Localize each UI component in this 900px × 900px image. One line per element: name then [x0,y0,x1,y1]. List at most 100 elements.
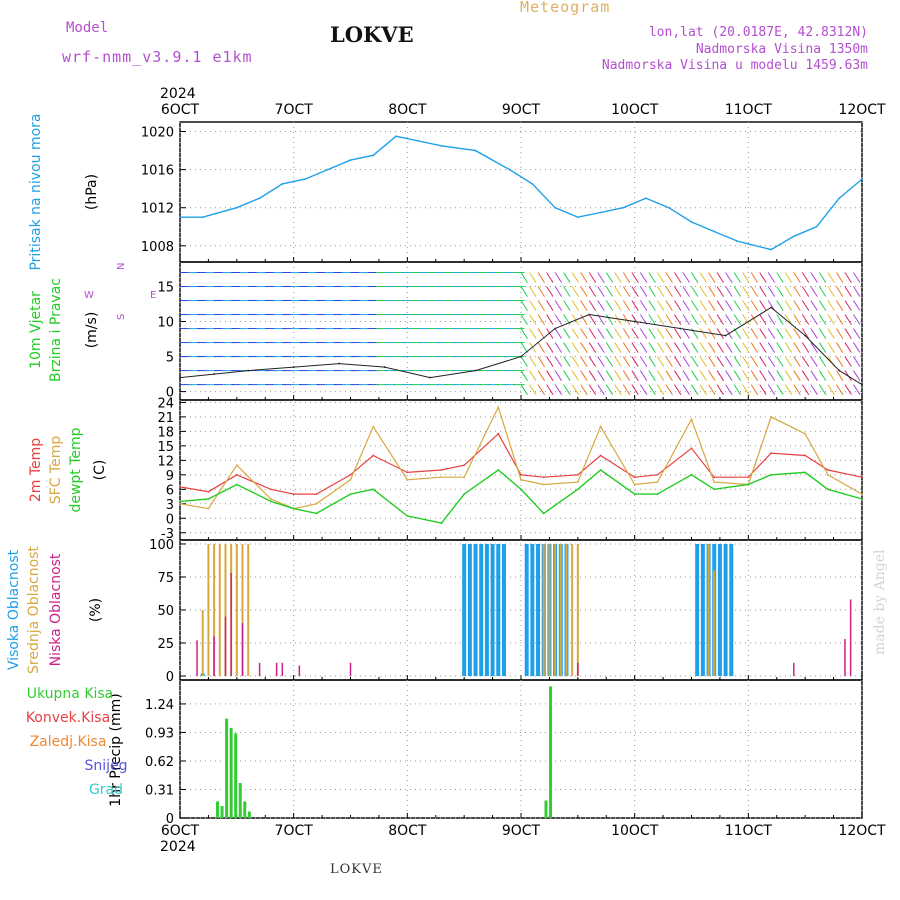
wind-barb [554,356,563,367]
y-tick-label: 0.93 [145,726,174,741]
wind-barb [563,356,571,367]
y-tick-label: 6 [166,483,174,498]
wind-barb [665,300,673,311]
wind-barb [853,300,861,311]
data-point [861,476,863,479]
wind-barb [836,342,844,353]
data-point [440,476,443,479]
wind-barb [614,314,622,325]
x-tick-label: 12OCT [838,823,886,839]
wind-barb [759,286,767,297]
wind-barb [742,286,750,297]
wind-barb [784,314,793,325]
x-year-bottom: 2024 [160,839,196,855]
wind-barb [529,356,537,367]
bar [247,811,251,818]
wind-barb [725,314,733,325]
bar [213,543,216,677]
data-point [235,483,238,486]
wind-barb [844,272,852,283]
bar [467,543,472,677]
wind-barb [682,356,690,367]
wind-barb [571,384,580,395]
bar [571,543,574,677]
bar [298,665,301,677]
wind-barb [588,300,597,311]
bar [496,543,501,677]
x-tick-label-top: 8OCT [388,102,427,118]
wind-barb [665,272,673,283]
wind-barb [529,314,537,325]
data-point [861,498,863,500]
y-tick-label: 1008 [141,240,174,255]
y-title-precip: 1hr Precip (mm) [108,693,124,806]
bar [213,636,215,677]
bar [554,543,557,677]
data-point [417,140,420,142]
wind-barb [580,342,588,353]
y-tick-label: 1020 [141,126,174,141]
wind-barb [631,272,639,283]
wind-barb [648,300,656,311]
wind-barb [708,300,716,311]
data-point [497,432,500,435]
wind-barb [580,272,588,283]
bar [793,662,795,677]
compass-w: W [84,290,94,301]
data-point [770,306,772,309]
data-point [247,369,250,372]
wind-barb [784,384,793,395]
wind-barb [546,328,554,339]
y-title-dewpt: dewpt Temp [68,427,84,512]
bar [229,727,233,818]
wind-barb [716,300,724,311]
data-point [633,483,636,486]
data-point [304,178,306,181]
wind-barb [801,342,810,353]
wind-barb [708,384,716,395]
wind-barb [733,370,742,381]
wind-barb [708,370,716,381]
y-tick-label: 1012 [141,202,174,217]
wind-barb [656,384,665,395]
wind-barb [682,328,690,339]
wind-barb [674,286,682,297]
data-point [207,490,210,493]
wind-barb [853,328,861,339]
y-tick-label: 1016 [141,164,174,179]
data-point [713,488,716,491]
wind-barb [801,300,810,311]
wind-barb [699,272,707,283]
wind-barb [708,272,716,283]
data-point [599,454,602,457]
model-label: Model [66,20,109,36]
wind-barb [674,356,682,367]
wind-barb [537,356,545,367]
wind-barb [784,286,793,297]
wind-barb [580,356,588,367]
wind-barb [571,356,580,367]
wind-barb [682,384,690,395]
wind-barb [699,328,707,339]
wind-barb [580,328,588,339]
wind-barb [784,342,793,353]
wind-barb [639,342,648,353]
bar [490,543,495,677]
wind-barb [818,384,827,395]
wind-barb [597,300,605,311]
wind-barb [674,328,682,339]
wind-barb [597,328,605,339]
data-point [713,230,716,233]
bar [577,662,579,677]
data-point [804,334,807,337]
data-point [270,488,272,491]
wind-barb [563,328,571,339]
wind-barb [759,384,767,395]
wind-barb [571,328,580,339]
data-point [338,362,341,365]
wind-barb [563,272,571,283]
wind-barb [750,370,759,381]
wind-barb [708,314,716,325]
wind-barb [716,384,724,395]
bar [275,662,278,677]
